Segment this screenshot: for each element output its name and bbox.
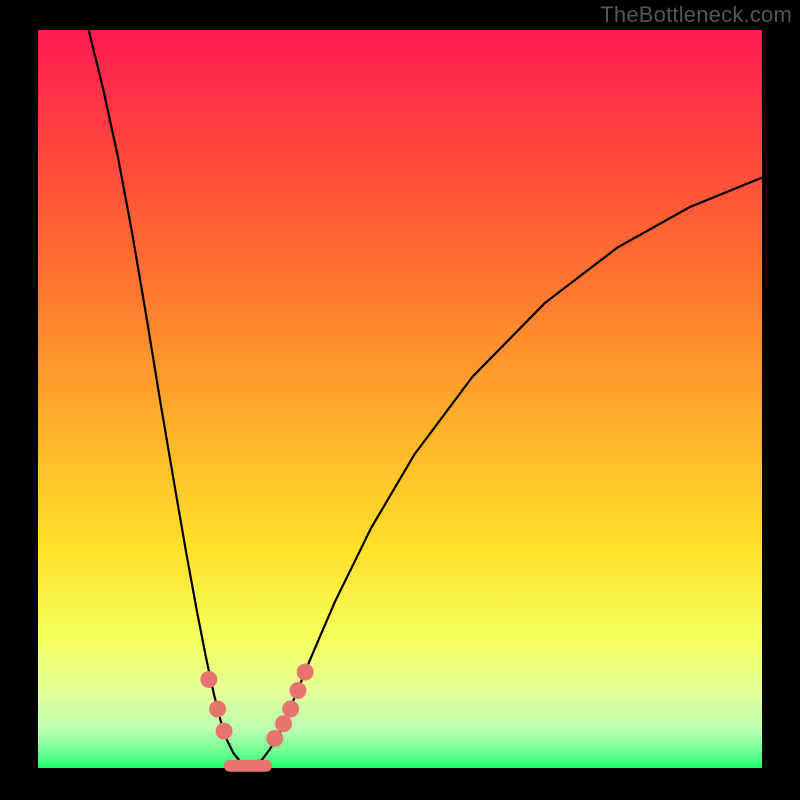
chart-canvas: TheBottleneck.com <box>0 0 800 800</box>
watermark-text: TheBottleneck.com <box>600 2 792 28</box>
valley-marker-dot <box>282 700 299 717</box>
valley-marker-dot <box>275 715 292 732</box>
valley-marker-dot <box>216 723 233 740</box>
valley-marker-dot <box>209 700 226 717</box>
valley-marker-dot <box>297 664 314 681</box>
valley-marker-dot <box>289 682 306 699</box>
plot-background <box>38 30 762 768</box>
valley-marker-dot <box>266 730 283 747</box>
valley-marker-dot <box>200 671 217 688</box>
chart-svg <box>0 0 800 800</box>
